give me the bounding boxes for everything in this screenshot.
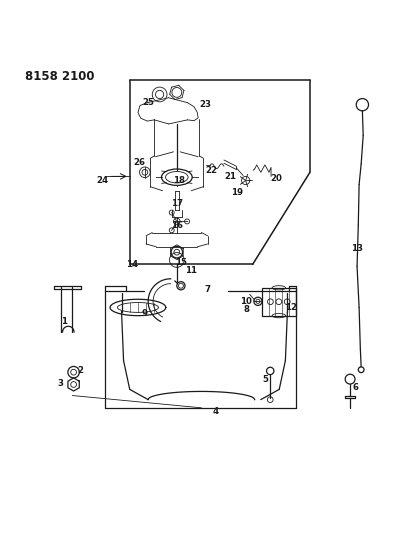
Text: 6: 6 <box>352 383 358 392</box>
Text: 23: 23 <box>199 100 212 109</box>
Text: 13: 13 <box>351 244 363 253</box>
Text: 19: 19 <box>231 188 242 197</box>
Text: 14: 14 <box>126 260 138 269</box>
Text: 4: 4 <box>212 407 219 416</box>
Text: 10: 10 <box>240 297 252 306</box>
Text: 18: 18 <box>173 176 185 185</box>
Text: 8: 8 <box>243 305 249 314</box>
Text: 16: 16 <box>171 221 183 230</box>
Text: 8158 2100: 8158 2100 <box>25 69 95 83</box>
Text: 24: 24 <box>96 176 109 185</box>
Text: 1: 1 <box>61 317 67 326</box>
Text: 7: 7 <box>205 285 210 294</box>
Text: 26: 26 <box>133 158 145 166</box>
Text: 25: 25 <box>142 98 154 107</box>
Text: 5: 5 <box>262 375 268 384</box>
Text: 2: 2 <box>78 367 83 375</box>
Text: 9: 9 <box>141 309 147 318</box>
Text: 12: 12 <box>286 303 298 312</box>
Text: 20: 20 <box>270 174 282 183</box>
Text: 3: 3 <box>57 379 63 387</box>
Text: 11: 11 <box>185 266 197 275</box>
Text: 17: 17 <box>171 198 183 207</box>
Text: 22: 22 <box>206 166 218 175</box>
Text: 15: 15 <box>175 258 187 267</box>
Bar <box>262 288 296 316</box>
Text: 21: 21 <box>224 172 236 181</box>
